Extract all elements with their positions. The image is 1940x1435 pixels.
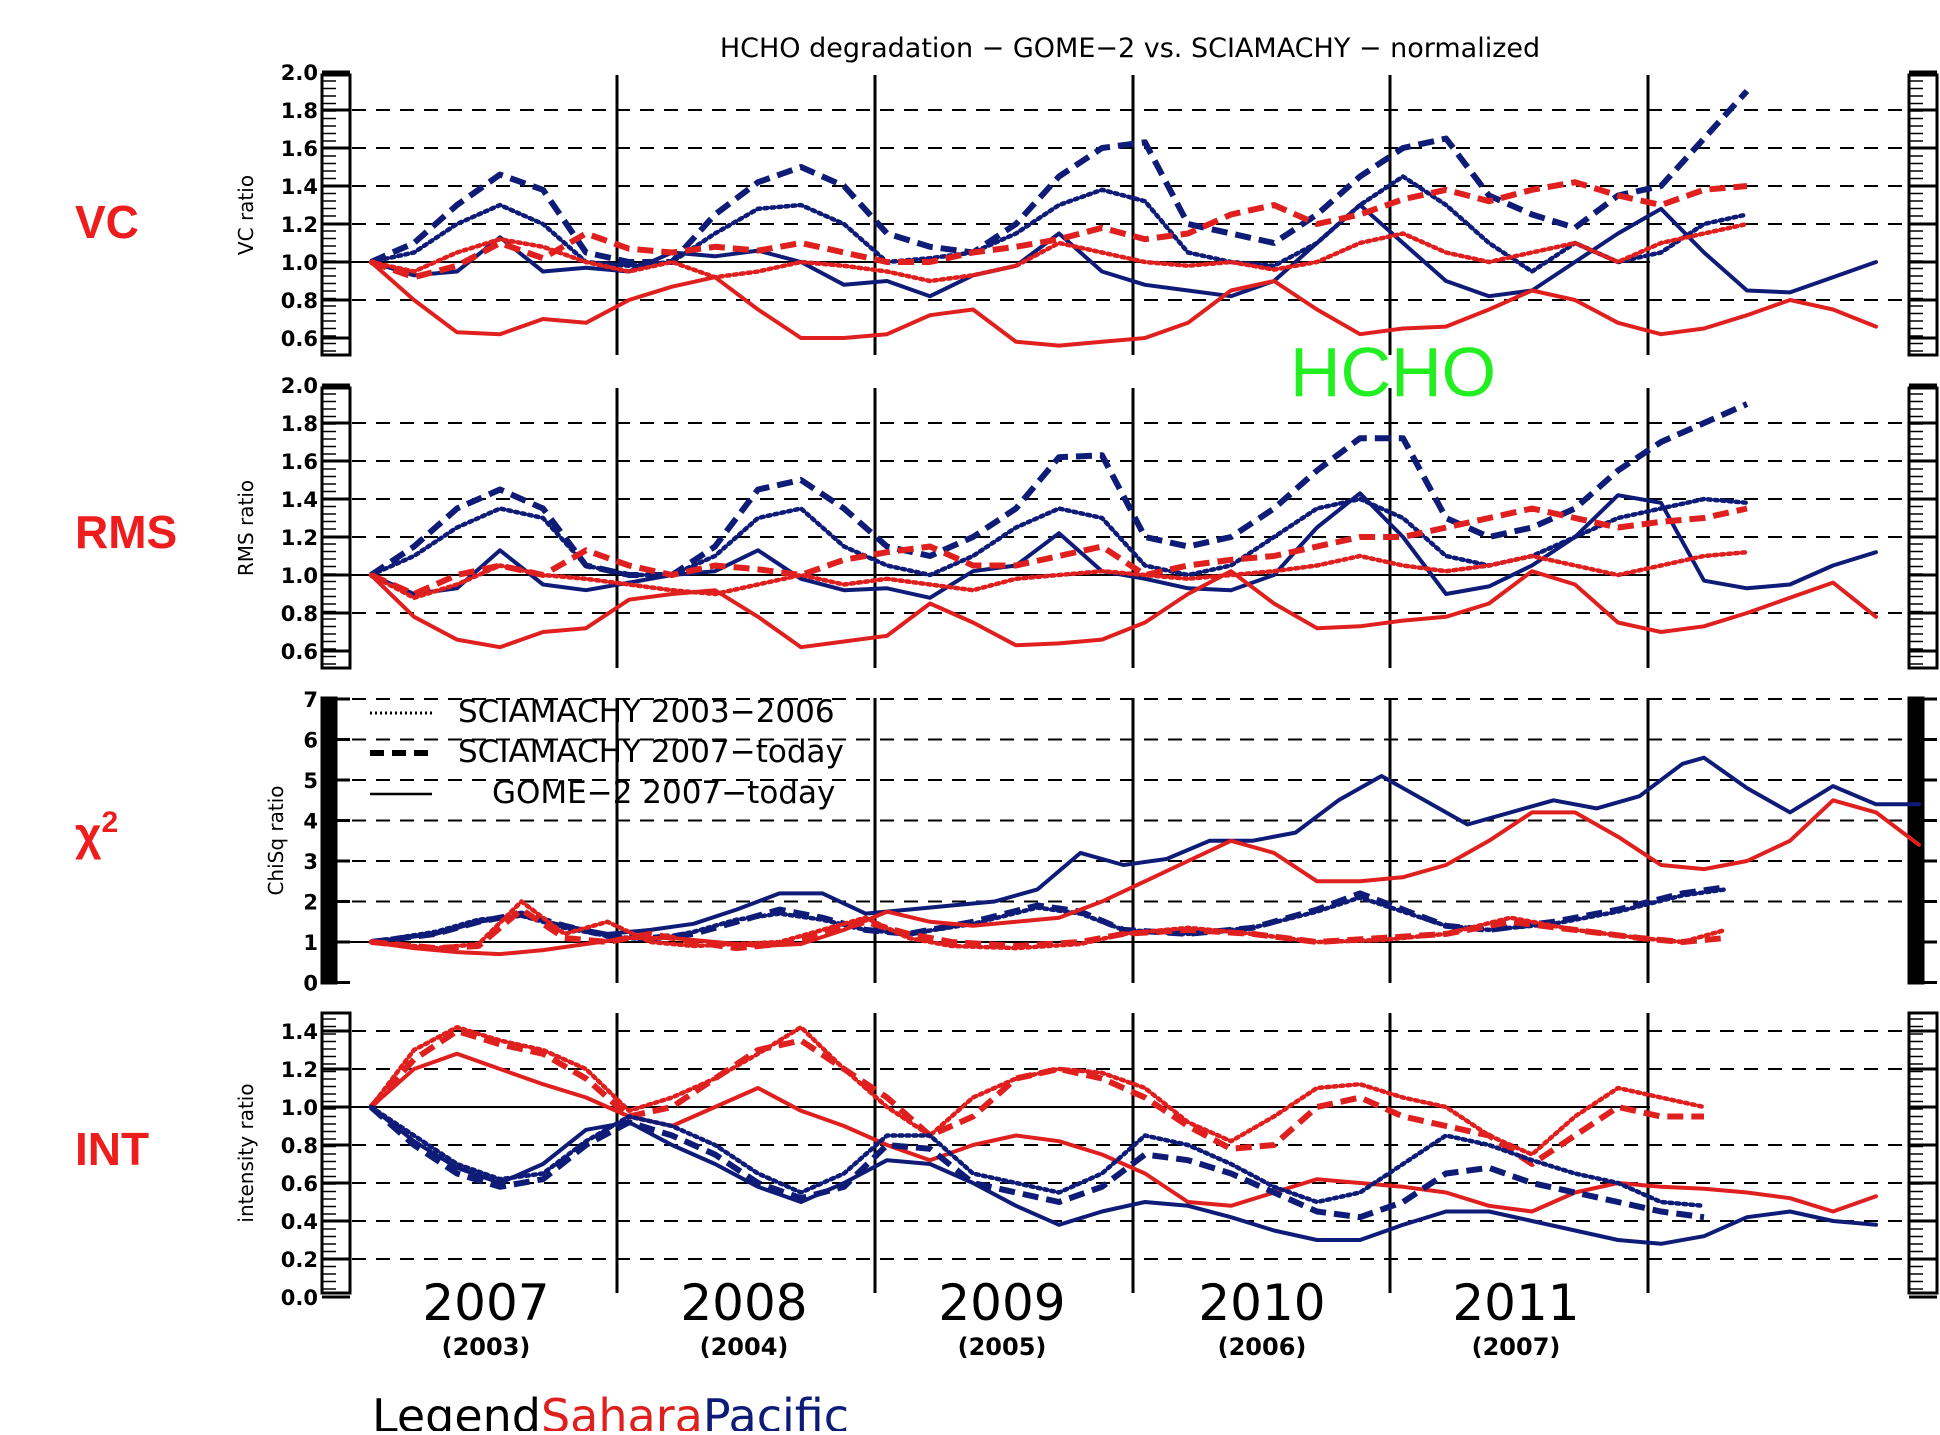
y-tick-label: 0 xyxy=(303,972,318,996)
left-axis-bar xyxy=(320,73,352,357)
series-pacific-dashed xyxy=(369,1104,1705,1221)
series-sahara-dotted xyxy=(368,549,1750,601)
y-tick-label: 1.6 xyxy=(281,450,318,474)
y-tick-label: 2.0 xyxy=(281,374,318,398)
left-axis-bar xyxy=(320,1011,352,1295)
series-sahara-dashed xyxy=(370,179,1748,281)
y-tick-label: 1.2 xyxy=(281,213,318,237)
y-tick-label: 1.8 xyxy=(281,99,318,123)
x-tick-label-year: 2008 xyxy=(680,1274,807,1332)
y-tick-label: 0.6 xyxy=(281,640,318,664)
series-sahara-dotted xyxy=(368,899,1728,951)
panel-0: VC VC ratio 0.6 0.8 1.0 1.2 1.4 1.6 1.8 2.0 xyxy=(75,61,1939,357)
y-tick-label: 0.8 xyxy=(281,1134,318,1158)
y-tick-label: 5 xyxy=(303,769,318,793)
series-sahara-dotted xyxy=(368,221,1750,284)
x-tick-label-subyear: (2005) xyxy=(958,1333,1047,1361)
right-axis-bar xyxy=(1907,73,1939,357)
series-sahara-dotted xyxy=(368,1024,1707,1157)
y-tick-label: 1.0 xyxy=(281,1096,318,1120)
y-tick-label: 1.2 xyxy=(281,1058,318,1082)
y-tick-label: 3 xyxy=(303,850,318,874)
series-pacific-solid xyxy=(369,203,1878,299)
y-tick-label: 2 xyxy=(303,891,318,915)
y-tick-label: 0.6 xyxy=(281,327,318,351)
year-axis: 2007 2008 2009 2010 2011 (2003) (2004) (2005) (2… xyxy=(422,1274,1579,1361)
series-pacific-dashed xyxy=(369,401,1749,578)
series-sahara-dashed xyxy=(369,505,1748,597)
y-tick-label: 1.4 xyxy=(281,488,318,512)
x-tick-label-year: 2007 xyxy=(422,1274,549,1332)
x-tick-label-subyear: (2004) xyxy=(700,1333,789,1361)
series-pacific-dotted xyxy=(368,887,1728,945)
y-tick-label: 1.8 xyxy=(281,412,318,436)
y-axis-title: VC ratio xyxy=(234,175,258,255)
y-tick-label: 6 xyxy=(303,729,318,753)
bottom-legend: LegendSaharaPacific xyxy=(372,1389,849,1431)
panel-1: RMS RMS ratio 0.6 0.8 1.0 1.2 1.4 1.6 1.8 2.0 xyxy=(75,374,1939,670)
series-pacific-dashed xyxy=(370,884,1726,945)
x-tick-label-subyear: (2003) xyxy=(442,1333,531,1361)
y-axis-title: intensity ratio xyxy=(234,1083,258,1222)
y-tick-label: 0.8 xyxy=(281,289,318,313)
series-pacific-dotted xyxy=(368,1104,1707,1209)
chisq-symbol: χ xyxy=(75,808,102,860)
y-axis-title: RMS ratio xyxy=(234,480,258,576)
series-sahara-solid xyxy=(369,569,1878,650)
series-sahara-dashed xyxy=(368,1028,1704,1167)
y-tick-label: 0.4 xyxy=(281,1210,318,1234)
legend: SCIAMACHY 2003−2006 SCIAMACHY 2007−today G… xyxy=(370,694,844,811)
y-tick-label: 2.0 xyxy=(281,61,318,85)
x-tick-label-subyear: (2007) xyxy=(1472,1333,1561,1361)
legend-label-dotted: SCIAMACHY 2003−2006 xyxy=(458,694,835,730)
bottom-legend-word2: Sahara xyxy=(541,1389,703,1431)
y-tick-label: 1.2 xyxy=(281,526,318,550)
panel-side-label: χ2 xyxy=(75,806,118,860)
y-tick-label: 1.6 xyxy=(281,137,318,161)
bottom-legend-word3: Pacific xyxy=(703,1389,849,1431)
y-tick-label: 4 xyxy=(303,810,318,834)
panel-side-label: RMS xyxy=(75,506,177,558)
y-tick-label: 1.4 xyxy=(281,175,318,199)
chart-title: HCHO degradation − GOME−2 vs. SCIAMACHY … xyxy=(720,33,1540,64)
right-axis-bar xyxy=(1907,386,1939,670)
series-pacific-solid xyxy=(369,1105,1878,1246)
y-tick-label: 0.0 xyxy=(281,1286,318,1310)
series-sahara-solid xyxy=(369,798,1921,957)
y-tick-label: 1.0 xyxy=(281,564,318,588)
bottom-legend-word1: Legend xyxy=(372,1389,541,1431)
series-sahara-dashed xyxy=(370,906,1726,952)
series-sahara-solid xyxy=(369,260,1878,348)
chisq-superscript: 2 xyxy=(101,806,118,839)
y-tick-label: 1 xyxy=(303,931,318,955)
x-tick-label-subyear: (2006) xyxy=(1218,1333,1307,1361)
y-tick-label: 0.2 xyxy=(281,1248,318,1272)
x-tick-label-year: 2009 xyxy=(938,1274,1065,1332)
hcho-overlay-label: HCHO xyxy=(1290,333,1496,411)
x-tick-label-year: 2010 xyxy=(1198,1274,1325,1332)
panel-3: INT intensity ratio 0.0 0.2 0.4 0.6 0.8 1.0 1.2 1… xyxy=(75,1011,1939,1310)
legend-label-dashed: SCIAMACHY 2007−today xyxy=(458,734,844,770)
y-tick-label: 0.8 xyxy=(281,602,318,626)
y-tick-label: 1.0 xyxy=(281,251,318,275)
series-pacific-solid xyxy=(369,755,1921,944)
series-pacific-dashed xyxy=(369,88,1750,265)
series-sahara-solid xyxy=(369,1051,1878,1214)
panel-side-label: INT xyxy=(75,1123,149,1175)
panel-side-label: VC xyxy=(75,196,139,248)
y-axis-title: ChiSq ratio xyxy=(264,785,288,895)
y-tick-label: 1.4 xyxy=(281,1020,318,1044)
y-tick-label: 0.6 xyxy=(281,1172,318,1196)
right-axis-bar xyxy=(1907,1011,1939,1295)
legend-label-solid: GOME−2 2007−today xyxy=(492,775,835,811)
y-tick-label: 7 xyxy=(303,688,318,712)
x-tick-label-year: 2011 xyxy=(1452,1274,1579,1332)
left-axis-bar xyxy=(320,386,352,670)
